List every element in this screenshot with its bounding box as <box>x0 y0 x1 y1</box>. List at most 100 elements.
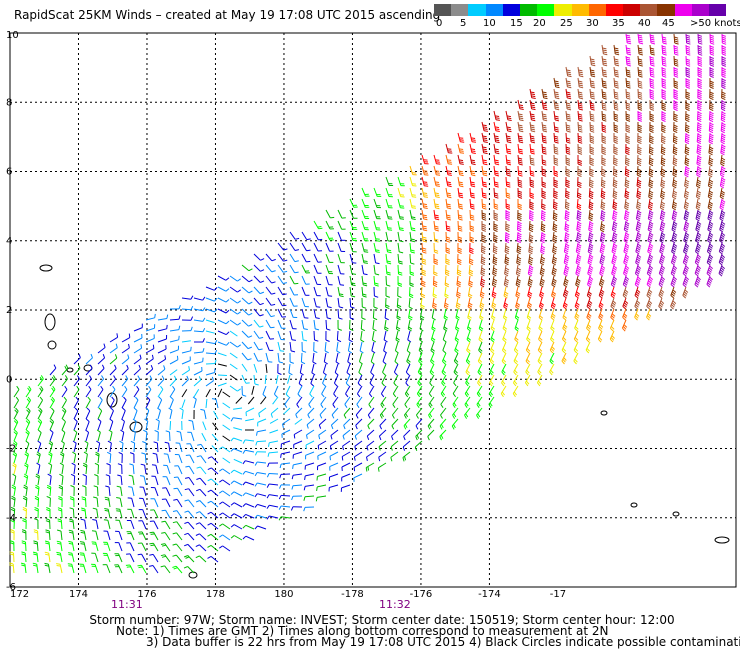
wind-barb-feather <box>379 414 383 419</box>
wind-barb <box>169 431 171 442</box>
legend-label: 45 <box>662 18 675 29</box>
wind-barb-feather <box>267 452 270 457</box>
wind-barb-feather <box>614 130 619 133</box>
wind-barb-feather <box>306 434 308 439</box>
wind-barb-feather <box>674 53 679 56</box>
wind-barb-feather <box>422 214 427 217</box>
wind-barb-feather <box>577 174 582 177</box>
wind-barb-feather <box>696 152 701 156</box>
wind-barb-feather <box>185 556 190 559</box>
wind-barb-feather <box>363 260 368 262</box>
wind-barb-feather <box>661 234 665 238</box>
wind-barb-feather <box>52 375 56 380</box>
wind-barb-feather <box>526 317 531 321</box>
wind-barb-feather <box>708 163 713 167</box>
wind-barb <box>549 363 555 373</box>
wind-barb-feather <box>575 273 580 277</box>
wind-barb <box>97 357 105 365</box>
wind-barb-feather <box>602 49 607 52</box>
wind-barb-feather <box>434 225 439 228</box>
wind-barb-feather <box>625 245 629 249</box>
wind-barb <box>25 541 27 552</box>
wind-barb-feather <box>419 328 424 332</box>
wind-barb <box>178 454 183 464</box>
wind-barb-feather <box>44 564 49 567</box>
wind-barb-feather <box>446 236 451 239</box>
wind-barb-feather <box>81 507 86 510</box>
wind-barb-feather <box>518 135 523 138</box>
wind-barb-feather <box>519 130 524 133</box>
wind-barb <box>295 407 303 415</box>
wind-barb <box>378 451 387 458</box>
wind-barb-feather <box>709 71 714 74</box>
wind-barb-feather <box>58 486 63 490</box>
wind-barb <box>145 378 153 387</box>
wind-barb-feather <box>527 326 531 330</box>
wind-barb <box>169 420 172 431</box>
wind-barb-feather <box>577 256 581 260</box>
wind-barb-feather <box>602 82 607 85</box>
wind-barb-feather <box>22 520 27 523</box>
wind-barb-feather <box>578 80 583 83</box>
wind-barb-feather <box>196 488 201 492</box>
wind-barb-feather <box>93 496 98 499</box>
wind-barb-feather <box>317 226 322 228</box>
wind-barb <box>347 352 351 362</box>
wind-barb-feather <box>479 306 484 310</box>
wind-barb-feather <box>540 238 545 242</box>
wind-barb-feather <box>684 152 689 156</box>
wind-barb-feather <box>482 137 488 140</box>
wind-barb-feather <box>613 212 618 216</box>
wind-barb-feather <box>566 115 571 118</box>
wind-barb <box>167 454 171 464</box>
wind-barb-feather <box>564 278 569 282</box>
wind-barb-feather <box>661 130 666 134</box>
wind-barb-feather <box>565 170 570 173</box>
wind-barb-feather <box>710 51 715 54</box>
wind-barb-feather <box>720 141 725 145</box>
wind-barb-feather <box>684 225 689 229</box>
wind-barb-feather <box>660 218 664 222</box>
wind-barb-feather <box>398 262 403 265</box>
wind-barb-feather <box>434 238 439 241</box>
wind-barb-feather <box>638 108 643 111</box>
wind-barb-feather <box>481 234 486 238</box>
wind-barb-feather <box>602 104 607 107</box>
wind-barb-feather <box>470 203 475 206</box>
lat-tick-label: 10 <box>6 30 19 41</box>
wind-barb-feather <box>86 407 91 412</box>
wind-barb-feather <box>708 256 713 260</box>
wind-barb <box>394 352 399 362</box>
wind-barb-feather <box>280 453 282 458</box>
wind-barb-feather <box>613 157 618 161</box>
wind-barb <box>205 330 215 334</box>
wind-barb-feather <box>446 227 451 230</box>
wind-barb-feather <box>646 273 651 277</box>
wind-barb <box>289 319 294 329</box>
wind-barb-feather <box>696 183 701 187</box>
wind-barb-feather <box>266 494 270 499</box>
wind-barb-feather <box>696 278 701 282</box>
wind-barb <box>60 531 63 541</box>
wind-barb-feather <box>694 262 699 266</box>
wind-barb-feather <box>24 473 28 477</box>
wind-barb <box>241 319 249 327</box>
wind-barb-feather <box>419 348 424 352</box>
wind-barb-feather <box>638 73 643 76</box>
wind-barb-feather <box>421 284 426 288</box>
wind-barb-feather <box>518 150 523 153</box>
wind-barb <box>493 187 496 198</box>
wind-barb <box>368 385 375 394</box>
wind-barb-feather <box>626 104 631 107</box>
wind-barb <box>262 385 267 395</box>
wind-barb-feather <box>697 265 702 269</box>
wind-barb-feather <box>207 555 212 559</box>
wind-barb <box>25 454 29 464</box>
wind-barb-feather <box>75 396 79 401</box>
wind-barb-feather <box>600 207 605 211</box>
wind-barb-feather <box>708 267 713 271</box>
wind-barb-feather <box>574 327 578 332</box>
wind-barb-feather <box>708 150 713 154</box>
wind-barb <box>343 407 351 416</box>
wind-barb-feather <box>56 551 61 554</box>
